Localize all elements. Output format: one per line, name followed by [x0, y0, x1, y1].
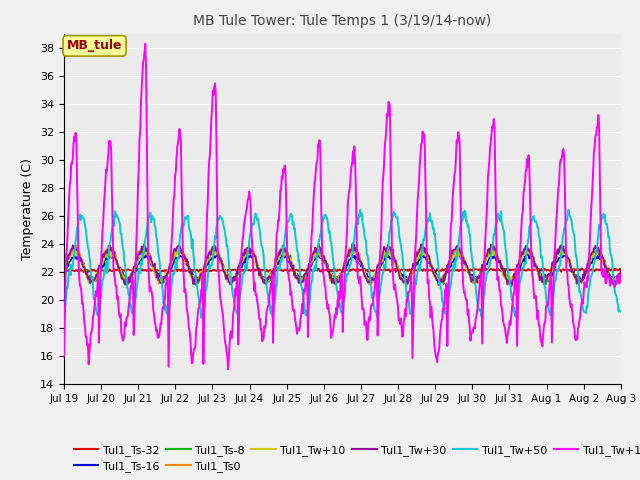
Text: MB_tule: MB_tule — [67, 39, 122, 52]
Y-axis label: Temperature (C): Temperature (C) — [22, 158, 35, 260]
Title: MB Tule Tower: Tule Temps 1 (3/19/14-now): MB Tule Tower: Tule Temps 1 (3/19/14-now… — [193, 14, 492, 28]
Legend: Tul1_Ts-32, Tul1_Ts-16, Tul1_Ts-8, Tul1_Ts0, Tul1_Tw+10, Tul1_Tw+30, Tul1_Tw+50,: Tul1_Ts-32, Tul1_Ts-16, Tul1_Ts-8, Tul1_… — [70, 440, 640, 477]
